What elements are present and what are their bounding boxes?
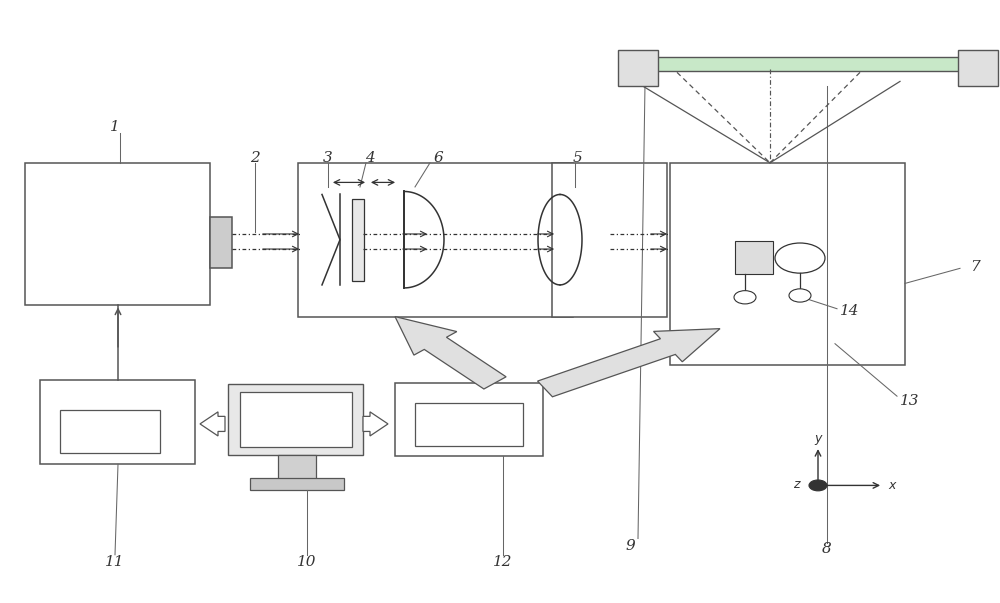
Bar: [735, 241, 773, 274]
Bar: [25, 163, 210, 305]
Circle shape: [809, 480, 827, 491]
Text: 11: 11: [105, 555, 125, 569]
Text: 9: 9: [625, 538, 635, 553]
Text: y: y: [814, 432, 822, 445]
Bar: [278, 455, 316, 479]
Text: 1: 1: [110, 119, 120, 134]
Bar: [958, 50, 998, 86]
Text: 5: 5: [573, 151, 583, 165]
Text: 14: 14: [840, 303, 860, 318]
Text: 12: 12: [493, 555, 513, 569]
Bar: [240, 392, 352, 447]
Bar: [618, 50, 658, 86]
Bar: [625, 57, 975, 71]
Bar: [552, 163, 667, 317]
Text: 3: 3: [323, 151, 333, 165]
Polygon shape: [395, 317, 506, 389]
Text: 13: 13: [900, 394, 920, 408]
Polygon shape: [538, 329, 720, 397]
Bar: [298, 163, 573, 317]
Bar: [228, 384, 363, 455]
Bar: [250, 478, 344, 490]
Circle shape: [789, 289, 811, 302]
Bar: [415, 403, 523, 446]
Text: 2: 2: [250, 151, 260, 165]
FancyArrow shape: [200, 412, 225, 436]
Bar: [395, 383, 543, 456]
Bar: [352, 198, 364, 281]
Bar: [670, 163, 905, 365]
Bar: [210, 217, 232, 268]
Text: 4: 4: [365, 151, 375, 165]
Bar: [60, 410, 160, 453]
Text: 6: 6: [433, 151, 443, 165]
Bar: [40, 380, 195, 464]
Text: 7: 7: [970, 259, 980, 274]
Text: 8: 8: [822, 541, 832, 556]
Text: 10: 10: [297, 555, 317, 569]
Circle shape: [734, 291, 756, 304]
Circle shape: [775, 243, 825, 273]
Text: x: x: [888, 479, 895, 492]
FancyArrow shape: [363, 412, 388, 436]
Text: z: z: [793, 478, 800, 491]
